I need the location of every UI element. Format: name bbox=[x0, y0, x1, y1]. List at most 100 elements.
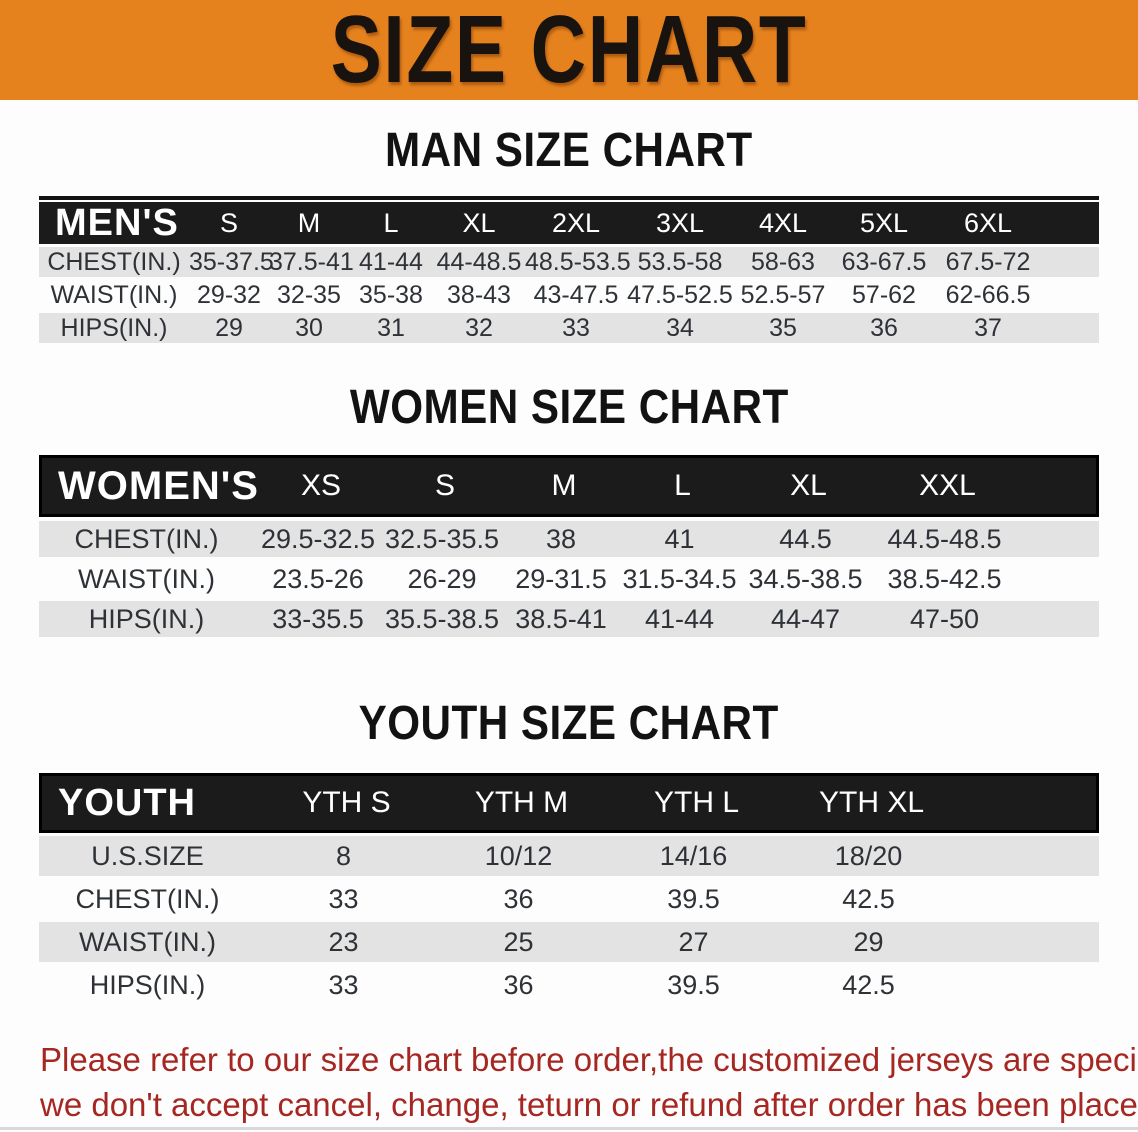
men-section-title: MAN SIZE CHART bbox=[0, 124, 1138, 178]
size-column-header: L bbox=[674, 469, 691, 502]
size-column-header: YTH M bbox=[474, 786, 569, 819]
size-cell: 18/20 bbox=[834, 840, 903, 871]
row-label: HIPS(IN.) bbox=[88, 603, 205, 634]
size-column-header: 5XL bbox=[859, 208, 909, 238]
size-cell: 29 bbox=[215, 313, 243, 342]
size-cell: 30 bbox=[295, 313, 323, 342]
table-row: CHEST(IN.) 35-37.5 37.5-41 41-44 44-48.5 48.5… bbox=[39, 247, 1099, 277]
disclaimer-line-2: we don't accept cancel, change, teturn o… bbox=[40, 1086, 1138, 1123]
table-row: HIPS(IN.) 33 36 39.5 42.5 bbox=[39, 965, 1099, 1005]
table-row: HIPS(IN.) 33-35.5 35.5-38.5 38.5-41 41-44 44-… bbox=[39, 601, 1099, 637]
size-group-label: MEN'S bbox=[55, 202, 179, 244]
size-column-header: M bbox=[297, 208, 321, 238]
row-label: WAIST(IN.) bbox=[79, 926, 216, 957]
men-section-title-text: MAN SIZE CHART bbox=[385, 124, 753, 177]
row-label: CHEST(IN.) bbox=[47, 247, 181, 276]
size-cell: 34 bbox=[666, 313, 694, 342]
row-label: HIPS(IN.) bbox=[89, 969, 206, 1000]
size-cell: 39.5 bbox=[667, 883, 720, 914]
size-group-label: YOUTH bbox=[58, 781, 196, 824]
size-table-header-band: YOUTH YTH S YTH M YTH L YTH XL bbox=[39, 773, 1099, 833]
row-label: U.S.SIZE bbox=[91, 840, 204, 871]
size-cell: 35 bbox=[769, 313, 797, 342]
size-cell: 34.5-38.5 bbox=[748, 563, 863, 594]
row-label: HIPS(IN.) bbox=[60, 313, 168, 342]
size-cell: 31.5-34.5 bbox=[622, 563, 737, 594]
table-row: WAIST(IN.) 23 25 27 29 bbox=[39, 922, 1099, 962]
youth-section-title: YOUTH SIZE CHART bbox=[0, 697, 1138, 751]
size-column-header: 6XL bbox=[963, 208, 1013, 238]
table-row: WAIST(IN.) 23.5-26 26-29 29-31.5 31.5-34.5 34… bbox=[39, 561, 1099, 597]
size-cell: 25 bbox=[503, 926, 534, 957]
size-cell: 32 bbox=[465, 313, 493, 342]
size-cell: 23.5-26 bbox=[272, 563, 364, 594]
size-cell: 48.5-53.5 bbox=[525, 247, 631, 276]
size-cell: 38.5-42.5 bbox=[887, 563, 1002, 594]
size-cell: 32-35 bbox=[277, 280, 341, 309]
table-row: U.S.SIZE 8 10/12 14/16 18/20 bbox=[39, 836, 1099, 876]
table-top-rule bbox=[39, 196, 1099, 200]
size-cell: 36 bbox=[503, 883, 534, 914]
size-cell: 37.5-41 bbox=[269, 247, 354, 276]
youth-size-table: YOUTH YTH S YTH M YTH L YTH XL U.S.SIZE 8 10/12… bbox=[39, 773, 1099, 1005]
size-cell: 62-66.5 bbox=[945, 280, 1031, 309]
size-cell: 26-29 bbox=[407, 563, 477, 594]
size-cell: 27 bbox=[678, 926, 709, 957]
size-cell: 58-63 bbox=[751, 247, 815, 276]
size-column-header: YTH S bbox=[302, 786, 391, 819]
row-label: CHEST(IN.) bbox=[74, 523, 219, 554]
youth-section-title-text: YOUTH SIZE CHART bbox=[358, 697, 780, 750]
size-cell: 47-50 bbox=[909, 603, 980, 634]
table-row: HIPS(IN.) 29 30 31 32 33 34 35 36 37 bbox=[39, 313, 1099, 343]
size-column-header: YTH XL bbox=[818, 786, 925, 819]
size-cell: 33 bbox=[328, 883, 359, 914]
size-column-header: YTH L bbox=[653, 786, 740, 819]
size-column-header: 2XL bbox=[551, 208, 601, 238]
size-cell: 29-31.5 bbox=[515, 563, 607, 594]
size-cell: 38-43 bbox=[447, 280, 511, 309]
size-column-header: XS bbox=[300, 469, 342, 502]
size-cell: 44.5 bbox=[779, 523, 832, 554]
size-column-header: 3XL bbox=[655, 208, 705, 238]
size-cell: 41-44 bbox=[359, 247, 423, 276]
disclaimer-line-1: Please refer to our size chart before or… bbox=[40, 1041, 1138, 1078]
row-label: WAIST(IN.) bbox=[78, 563, 215, 594]
size-cell: 38.5-41 bbox=[515, 603, 607, 634]
banner-title: SIZE CHART bbox=[330, 0, 808, 103]
size-cell: 44-48.5 bbox=[436, 247, 522, 276]
size-cell: 53.5-58 bbox=[637, 247, 723, 276]
table-row: CHEST(IN.) 29.5-32.5 32.5-35.5 38 41 44.5 44.5… bbox=[39, 521, 1099, 557]
size-column-header: S bbox=[219, 208, 238, 238]
size-group-label: WOMEN'S bbox=[58, 463, 259, 508]
bottom-hairline bbox=[0, 1127, 1138, 1130]
size-cell: 42.5 bbox=[842, 969, 895, 1000]
size-cell: 23 bbox=[328, 926, 359, 957]
size-table-header-band: MEN'S S M L XL 2XL 3XL 4XL 5XL 6XL bbox=[39, 202, 1099, 244]
table-row: WAIST(IN.) 29-32 32-35 35-38 38-43 43-47.5 47.… bbox=[39, 280, 1099, 310]
size-column-header: 4XL bbox=[758, 208, 808, 238]
size-column-header: S bbox=[434, 469, 455, 502]
size-cell: 38 bbox=[545, 523, 577, 554]
disclaimer-text: Please refer to our size chart before or… bbox=[0, 1037, 1138, 1127]
table-row: CHEST(IN.) 33 36 39.5 42.5 bbox=[39, 879, 1099, 919]
size-cell: 42.5 bbox=[842, 883, 895, 914]
men-size-table: MEN'S S M L XL 2XL 3XL 4XL 5XL 6XL CHEST(IN.) 35-37… bbox=[39, 196, 1099, 343]
size-cell: 44.5-48.5 bbox=[887, 523, 1002, 554]
size-cell: 29 bbox=[853, 926, 884, 957]
size-cell: 31 bbox=[377, 313, 405, 342]
size-cell: 10/12 bbox=[484, 840, 553, 871]
size-cell: 44-47 bbox=[770, 603, 841, 634]
size-cell: 8 bbox=[335, 840, 352, 871]
size-cell: 47.5-52.5 bbox=[627, 280, 733, 309]
size-cell: 33-35.5 bbox=[272, 603, 364, 634]
size-column-header: XXL bbox=[919, 469, 976, 502]
size-cell: 37 bbox=[974, 313, 1002, 342]
size-cell: 63-67.5 bbox=[841, 247, 927, 276]
size-cell: 67.5-72 bbox=[945, 247, 1031, 276]
size-cell: 36 bbox=[503, 969, 534, 1000]
women-section-title-text: WOMEN SIZE CHART bbox=[349, 381, 789, 434]
size-cell: 29-32 bbox=[197, 280, 261, 309]
size-cell: 33 bbox=[328, 969, 359, 1000]
size-cell: 52.5-57 bbox=[740, 280, 826, 309]
size-cell: 33 bbox=[562, 313, 590, 342]
